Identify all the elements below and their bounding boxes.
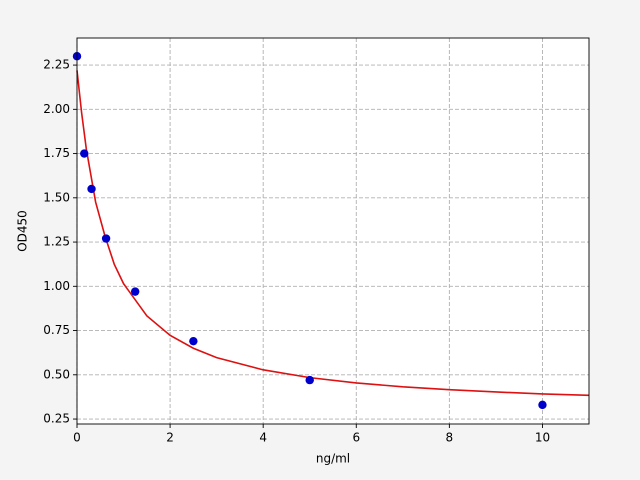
data-point <box>538 400 547 410</box>
x-tick-label: 4 <box>259 431 267 445</box>
y-tick-label: 0.75 <box>43 323 70 337</box>
data-point <box>305 375 314 385</box>
x-tick-label: 10 <box>535 431 550 445</box>
y-tick-label: 1.75 <box>43 146 70 160</box>
fit-curve <box>76 70 590 397</box>
y-axis-label: OD450 <box>16 210 30 252</box>
plot-frame <box>76 37 590 425</box>
y-tick-label: 1.00 <box>43 279 70 293</box>
x-tick-label: 8 <box>446 431 454 445</box>
y-tick-label: 1.50 <box>43 190 70 204</box>
y-tick-label: 2.00 <box>43 102 70 116</box>
data-point <box>189 336 198 346</box>
plot-area <box>77 38 589 424</box>
data-point <box>101 234 111 243</box>
x-tick-label: 2 <box>166 431 174 445</box>
x-axis-label: ng/ml <box>316 452 350 466</box>
y-tick-label: 1.25 <box>43 235 70 249</box>
y-tick-label: 0.25 <box>43 412 70 426</box>
y-tick-label: 2.25 <box>43 58 70 72</box>
data-point <box>87 184 96 194</box>
data-point <box>130 287 140 296</box>
x-tick-label: 6 <box>352 431 360 445</box>
x-tick-label: 0 <box>73 431 81 445</box>
data-point <box>80 149 89 158</box>
y-tick-label: 0.50 <box>43 367 70 381</box>
